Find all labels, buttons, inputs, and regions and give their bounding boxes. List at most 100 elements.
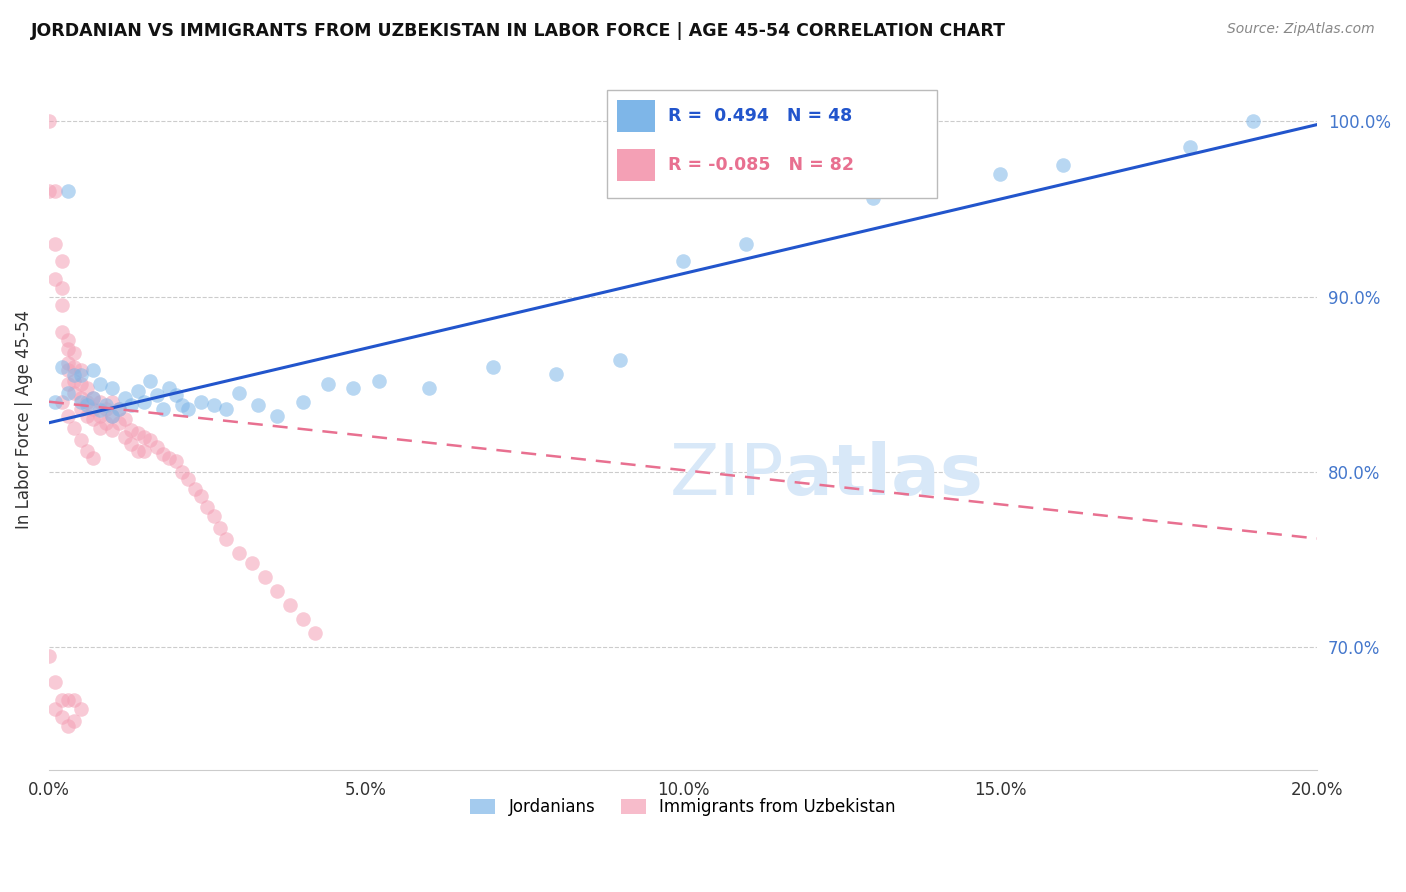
Point xyxy=(89,377,111,392)
Point xyxy=(862,191,884,205)
Point xyxy=(1052,158,1074,172)
Point xyxy=(152,401,174,416)
Text: Source: ZipAtlas.com: Source: ZipAtlas.com xyxy=(1227,22,1375,37)
Point xyxy=(247,398,270,412)
Point xyxy=(38,184,60,198)
Point xyxy=(228,386,250,401)
Point xyxy=(988,167,1011,181)
Point xyxy=(56,693,79,707)
Point xyxy=(69,401,91,416)
Point xyxy=(69,377,91,392)
Point xyxy=(546,367,568,381)
Point xyxy=(172,465,194,479)
Point xyxy=(159,381,181,395)
Point xyxy=(165,454,187,468)
Point xyxy=(82,401,104,416)
Point xyxy=(56,356,79,370)
Text: JORDANIAN VS IMMIGRANTS FROM UZBEKISTAN IN LABOR FORCE | AGE 45-54 CORRELATION C: JORDANIAN VS IMMIGRANTS FROM UZBEKISTAN … xyxy=(31,22,1005,40)
Point xyxy=(735,236,758,251)
Point xyxy=(44,394,66,409)
Point xyxy=(253,570,276,584)
Point xyxy=(51,710,73,724)
Point xyxy=(63,693,86,707)
Point xyxy=(114,412,136,426)
Point xyxy=(215,401,238,416)
Point xyxy=(44,184,66,198)
Point xyxy=(120,398,142,412)
Point xyxy=(145,440,167,454)
Point xyxy=(44,675,66,690)
Point xyxy=(165,387,187,401)
Point xyxy=(127,384,149,399)
Point xyxy=(56,363,79,377)
Point xyxy=(190,490,212,504)
Point xyxy=(101,409,124,423)
Point xyxy=(139,434,162,448)
Point xyxy=(190,394,212,409)
Point xyxy=(51,359,73,374)
Point xyxy=(367,374,389,388)
Point xyxy=(44,701,66,715)
Point xyxy=(202,508,225,523)
Point xyxy=(82,450,104,465)
Point xyxy=(69,701,91,715)
Point xyxy=(76,409,98,423)
Point xyxy=(89,409,111,423)
Point xyxy=(51,325,73,339)
Point xyxy=(38,648,60,663)
FancyBboxPatch shape xyxy=(607,89,936,198)
Point xyxy=(107,416,129,430)
Point xyxy=(38,114,60,128)
Point xyxy=(304,626,326,640)
Point xyxy=(172,398,194,412)
Point xyxy=(1178,140,1201,154)
Point xyxy=(82,391,104,405)
Point xyxy=(266,584,288,599)
Point xyxy=(101,394,124,409)
Point xyxy=(228,545,250,559)
Point xyxy=(51,693,73,707)
Text: R =  0.494   N = 48: R = 0.494 N = 48 xyxy=(668,107,852,125)
Text: atlas: atlas xyxy=(785,441,984,510)
Point xyxy=(672,254,695,268)
Point xyxy=(56,342,79,356)
Point xyxy=(63,368,86,383)
Point xyxy=(63,386,86,401)
Text: ZIP: ZIP xyxy=(669,441,785,510)
Point xyxy=(609,352,631,367)
Point xyxy=(152,447,174,461)
Point xyxy=(56,409,79,423)
Point xyxy=(76,443,98,458)
Point xyxy=(120,423,142,437)
Point xyxy=(76,398,98,412)
Point xyxy=(145,387,167,401)
Point xyxy=(82,363,104,377)
Point xyxy=(63,374,86,388)
Point xyxy=(127,443,149,458)
Point xyxy=(114,391,136,405)
Point xyxy=(94,401,117,416)
Point xyxy=(120,437,142,451)
Point xyxy=(132,394,155,409)
FancyBboxPatch shape xyxy=(617,149,655,181)
Point xyxy=(101,423,124,437)
Point xyxy=(51,281,73,295)
Point xyxy=(127,426,149,441)
Point xyxy=(44,272,66,286)
Point xyxy=(63,359,86,374)
Point xyxy=(177,401,200,416)
Point xyxy=(56,184,79,198)
Point xyxy=(44,236,66,251)
Point xyxy=(291,394,314,409)
Point xyxy=(101,381,124,395)
Point xyxy=(69,368,91,383)
Point xyxy=(197,500,219,514)
Point xyxy=(69,391,91,405)
Point xyxy=(69,363,91,377)
Point xyxy=(240,556,263,570)
Point xyxy=(56,386,79,401)
Point xyxy=(89,394,111,409)
Point xyxy=(278,598,301,612)
Point xyxy=(177,472,200,486)
Point xyxy=(107,401,129,416)
